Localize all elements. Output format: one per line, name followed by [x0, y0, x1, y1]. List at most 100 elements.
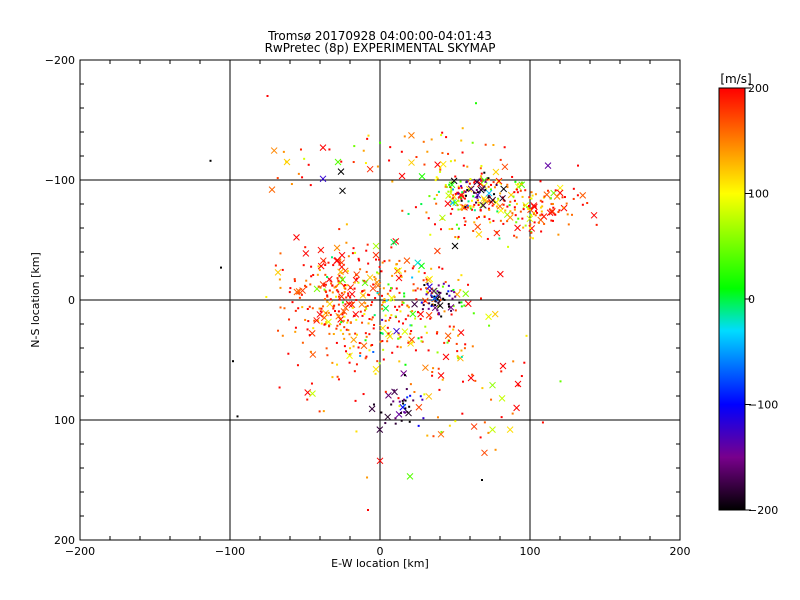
data-point-cross: [339, 276, 346, 283]
data-point-dot: [489, 221, 492, 224]
data-point-dot: [477, 203, 480, 206]
data-point-dot: [506, 186, 509, 189]
data-point-dot: [376, 360, 379, 363]
data-point-dot: [328, 148, 331, 151]
data-point-cross: [414, 259, 422, 267]
data-point-dot: [358, 342, 361, 345]
data-point-dot: [381, 294, 384, 297]
data-point-dot: [447, 290, 450, 293]
data-point-dot: [400, 275, 403, 278]
data-point-cross: [506, 214, 514, 221]
data-point-dot: [344, 303, 347, 306]
data-point-dot: [577, 164, 579, 167]
data-point-dot: [407, 306, 410, 309]
data-point-dot: [403, 374, 406, 377]
data-point-dot: [479, 167, 482, 170]
data-point-dot: [455, 223, 458, 226]
data-point-dot: [456, 237, 459, 240]
data-point-dot: [357, 281, 360, 284]
data-point-dot: [506, 220, 509, 223]
data-point-dot: [390, 246, 393, 249]
data-point-dot: [384, 422, 387, 425]
data-point-dot: [339, 323, 342, 326]
data-point-dot: [437, 284, 440, 287]
data-point-dot: [443, 298, 446, 301]
data-point-dot: [381, 261, 384, 264]
data-point-dot: [340, 321, 343, 324]
data-point-dot: [551, 202, 554, 205]
data-point-dot: [488, 178, 491, 181]
data-point-dot: [493, 186, 496, 189]
colorbar-tick-label: 100: [748, 188, 769, 201]
data-point-dot: [332, 305, 335, 308]
data-point-dot: [453, 201, 456, 204]
data-point-dot: [523, 204, 526, 207]
data-point-dot: [522, 226, 525, 229]
data-point-dot: [309, 350, 312, 353]
data-point-dot: [362, 393, 365, 396]
data-point-dot: [390, 287, 393, 290]
data-point-dot: [365, 307, 368, 310]
data-point-dot: [534, 214, 537, 217]
data-point-dot: [527, 208, 530, 211]
data-point-cross: [480, 195, 488, 202]
colorbar-ticks: 200 100 0 −100 −200: [745, 82, 778, 517]
data-point-dot: [390, 403, 393, 406]
data-point-cross: [548, 208, 556, 216]
data-point-dot: [324, 283, 327, 286]
data-point-dot: [338, 274, 341, 277]
data-point-dot: [476, 196, 479, 199]
data-point-dot: [439, 168, 442, 171]
data-point-cross: [348, 290, 356, 298]
data-point-dot: [382, 358, 385, 361]
data-point-dot: [520, 375, 523, 378]
data-point-dot: [476, 198, 479, 201]
data-point-dot: [457, 235, 460, 238]
data-point-dot: [361, 321, 364, 324]
data-point-dot: [408, 405, 411, 408]
data-point-dot: [457, 278, 460, 281]
data-point-dot: [430, 305, 433, 308]
data-point-dot: [423, 300, 426, 303]
data-point-dot: [428, 302, 431, 305]
data-point-dot: [427, 349, 430, 352]
data-point-dot: [337, 290, 340, 293]
data-point-dot: [432, 367, 435, 370]
data-point-cross: [450, 177, 458, 185]
data-point-dot: [450, 290, 453, 293]
data-point-dot: [423, 163, 426, 166]
data-point-dot: [422, 140, 425, 143]
data-point-dot: [402, 301, 405, 304]
data-point-dot: [461, 191, 464, 194]
data-point-dot: [450, 309, 453, 312]
data-point-dot: [330, 282, 333, 285]
data-point-dot: [516, 183, 519, 186]
data-point-dot: [336, 284, 339, 287]
data-point-dot: [435, 202, 438, 205]
data-point-dot: [519, 210, 522, 213]
data-point-dot: [293, 278, 296, 281]
data-point-cross: [309, 390, 316, 397]
data-point-dot: [460, 208, 463, 211]
data-point-dot: [306, 328, 309, 331]
data-point-dot: [326, 354, 329, 357]
data-point-dot: [343, 315, 346, 318]
data-point-cross: [590, 211, 598, 219]
data-point-dot: [328, 324, 331, 327]
data-point-dot: [366, 293, 369, 296]
data-point-cross: [376, 457, 384, 465]
data-point-dot: [477, 215, 480, 218]
data-point-dot: [296, 364, 299, 367]
data-point-dot: [440, 315, 443, 318]
data-point-dot: [572, 187, 575, 190]
data-point-dot: [308, 305, 311, 308]
data-point-dot: [281, 334, 284, 337]
data-point-dot: [512, 360, 515, 363]
data-point-dot: [331, 284, 334, 287]
data-point-dot: [411, 276, 414, 279]
data-point-dot: [353, 281, 356, 284]
data-point-dot: [338, 228, 341, 231]
data-point-dot: [534, 193, 537, 196]
data-point-cross: [475, 231, 483, 238]
data-point-dot: [398, 291, 401, 294]
